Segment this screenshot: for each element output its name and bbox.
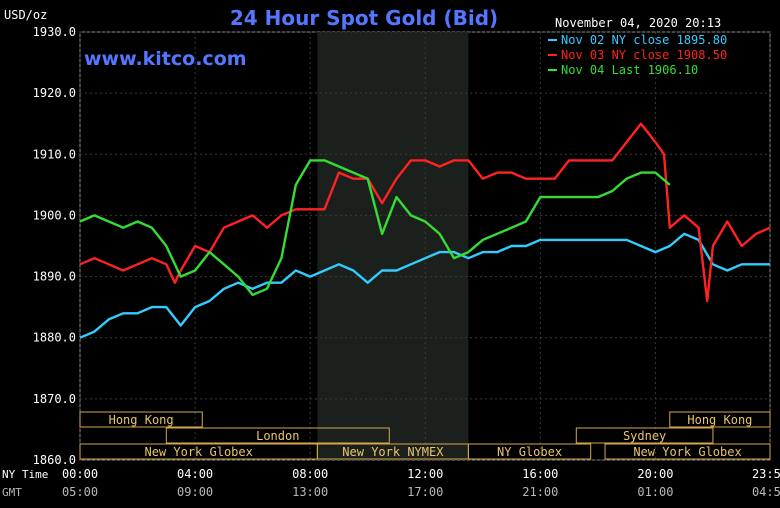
x-tick-label: 04:00 bbox=[177, 467, 213, 481]
x-axis-row-label: NY Time bbox=[2, 468, 48, 481]
session-box bbox=[79, 411, 203, 428]
session-label: New York Globex bbox=[633, 445, 741, 459]
nymex-shaded-region bbox=[317, 32, 469, 460]
x-tick-label: 17:00 bbox=[407, 485, 443, 499]
shaded-band bbox=[317, 32, 469, 460]
x-tick-label: 08:00 bbox=[292, 467, 328, 481]
x-tick-label: 05:00 bbox=[62, 485, 98, 499]
x-tick-label: 16:00 bbox=[522, 467, 558, 481]
timestamp: November 04, 2020 20:13 bbox=[555, 16, 721, 30]
x-tick-label: 04:59 bbox=[752, 485, 780, 499]
trading-sessions: Hong Kong Hong Kong London Sydney New York G… bbox=[79, 411, 771, 460]
y-tick-label: 1900.0 bbox=[33, 208, 76, 222]
session-label: Hong Kong bbox=[109, 413, 174, 427]
chart-title: 24 Hour Spot Gold (Bid) bbox=[230, 6, 498, 30]
axes: 1930.0 1920.0 1910.0 1900.0 1890.0 1880.0 1870… bbox=[2, 25, 780, 499]
session-label: London bbox=[256, 429, 299, 443]
x-tick-label: 13:00 bbox=[292, 485, 328, 499]
x-tick-label: 20:00 bbox=[637, 467, 673, 481]
grid bbox=[79, 31, 771, 461]
y-tick-label: 1860.0 bbox=[33, 453, 76, 467]
x-tick-label: 21:00 bbox=[522, 485, 558, 499]
x-axis-row-label: GMT bbox=[2, 486, 22, 499]
session-label: Hong Kong bbox=[687, 413, 752, 427]
session-label: Sydney bbox=[623, 429, 666, 443]
session-box bbox=[165, 427, 390, 444]
series-line bbox=[79, 159, 671, 297]
y-tick-label: 1880.0 bbox=[33, 331, 76, 345]
x-tick-label: 12:00 bbox=[407, 467, 443, 481]
session-label: NY Globex bbox=[497, 445, 562, 459]
x-tick-label: 00:00 bbox=[62, 467, 98, 481]
legend-entry: Nov 04 Last 1906.10 bbox=[561, 63, 698, 77]
legend-entry: Nov 03 NY close 1908.50 bbox=[561, 48, 727, 62]
y-tick-label: 1910.0 bbox=[33, 147, 76, 161]
x-tick-label: 01:00 bbox=[637, 485, 673, 499]
y-tick-label: 1930.0 bbox=[33, 25, 76, 39]
series-line bbox=[79, 232, 770, 339]
y-tick-label: 1920.0 bbox=[33, 86, 76, 100]
session-box bbox=[467, 443, 592, 460]
watermark-text: www.kitco.com bbox=[84, 48, 247, 70]
x-tick-label: 23:59 bbox=[752, 467, 780, 481]
session-box bbox=[604, 443, 771, 460]
session-label: New York Globex bbox=[144, 445, 252, 459]
y-tick-label: 1890.0 bbox=[33, 270, 76, 284]
session-label: New York NYMEX bbox=[342, 445, 444, 459]
y-tick-label: 1870.0 bbox=[33, 392, 76, 406]
x-tick-label: 09:00 bbox=[177, 485, 213, 499]
y-axis-unit-label: USD/oz bbox=[4, 8, 47, 22]
legend-entry: Nov 02 NY close 1895.80 bbox=[561, 33, 727, 47]
series-lines bbox=[79, 122, 771, 339]
series-line bbox=[79, 122, 771, 303]
session-box bbox=[669, 411, 771, 428]
session-box bbox=[575, 427, 714, 444]
